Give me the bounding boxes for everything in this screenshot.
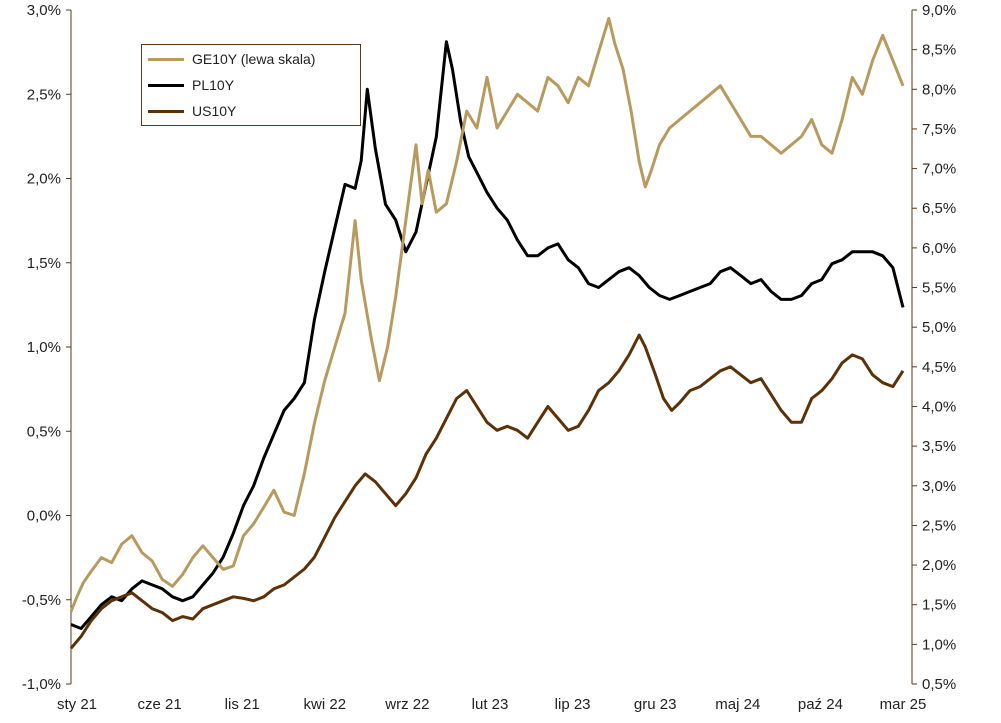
left-tick-label: -0,5% bbox=[22, 592, 61, 609]
left-tick-label: 1,5% bbox=[27, 255, 61, 272]
x-tick-label: lut 23 bbox=[472, 696, 509, 713]
right-tick-label: 6,5% bbox=[922, 200, 956, 217]
right-tick-label: 8,0% bbox=[922, 81, 956, 98]
legend: GE10Y (lewa skala) PL10Y US10Y bbox=[141, 44, 361, 126]
right-tick-label: 3,0% bbox=[922, 478, 956, 495]
series-line-ge10y bbox=[69, 16, 905, 613]
series-layer bbox=[69, 16, 905, 650]
x-tick-label: cze 21 bbox=[137, 696, 181, 713]
legend-item-pl10y: PL10Y bbox=[148, 74, 234, 96]
legend-swatch-us10y bbox=[148, 109, 184, 113]
left-tick-label: 1,0% bbox=[27, 339, 61, 356]
x-tick-label: paź 24 bbox=[798, 696, 843, 713]
legend-label-pl10y: PL10Y bbox=[192, 77, 235, 93]
right-tick-label: 2,0% bbox=[922, 557, 956, 574]
right-tick-label: 1,5% bbox=[922, 597, 956, 614]
left-tick-label: 0,0% bbox=[27, 508, 61, 525]
x-tick-label: mar 25 bbox=[880, 696, 927, 713]
x-tick-label: sty 21 bbox=[57, 696, 97, 713]
left-tick-label: 3,0% bbox=[27, 2, 61, 19]
right-tick-label: 5,0% bbox=[922, 319, 956, 336]
right-tick-label: 0,5% bbox=[922, 676, 956, 693]
left-tick-label: 0,5% bbox=[27, 423, 61, 440]
legend-label-ge10y: GE10Y (lewa skala) bbox=[192, 51, 316, 67]
series-line-us10y bbox=[69, 333, 905, 650]
right-tick-label: 4,5% bbox=[922, 359, 956, 376]
right-tick-label: 6,0% bbox=[922, 240, 956, 257]
right-tick-label: 4,0% bbox=[922, 398, 956, 415]
right-tick-label: 3,5% bbox=[922, 438, 956, 455]
legend-label-us10y: US10Y bbox=[192, 103, 237, 119]
legend-swatch-ge10y bbox=[148, 57, 184, 61]
right-tick-label: 8,5% bbox=[922, 42, 956, 59]
right-tick-label: 1,0% bbox=[922, 636, 956, 653]
x-tick-label: lis 21 bbox=[225, 696, 260, 713]
x-tick-label: lip 23 bbox=[555, 696, 591, 713]
right-tick-label: 5,5% bbox=[922, 280, 956, 297]
legend-item-us10y: US10Y bbox=[148, 100, 236, 122]
x-tick-label: maj 24 bbox=[715, 696, 760, 713]
left-tick-label: 2,0% bbox=[27, 171, 61, 188]
right-tick-label: 9,0% bbox=[922, 2, 956, 19]
x-tick-label: wrz 22 bbox=[384, 696, 429, 713]
left-axis: -1,0% -0,5% 0,0% 0,5% 1,0% 1,5% 2,0% 2,5% 3,0% bbox=[22, 2, 72, 693]
series-line-pl10y bbox=[70, 40, 905, 630]
right-tick-label: 7,5% bbox=[922, 121, 956, 138]
right-tick-label: 2,5% bbox=[922, 517, 956, 534]
left-tick-label: -1,0% bbox=[22, 676, 61, 693]
x-tick-label: kwi 22 bbox=[304, 696, 347, 713]
x-tick-label: gru 23 bbox=[634, 696, 677, 713]
legend-swatch-pl10y bbox=[148, 83, 184, 87]
right-axis: 0,5% 1,0% 1,5% 2,0% 2,5% 3,0% 3,5% 4,0% 4,5% 5,0%… bbox=[911, 2, 956, 693]
left-tick-label: 2,5% bbox=[27, 86, 61, 103]
x-axis: sty 21 cze 21 lis 21 kwi 22 wrz 22 lut 23 lip … bbox=[57, 696, 926, 713]
legend-item-ge10y: GE10Y (lewa skala) bbox=[148, 48, 315, 70]
right-tick-label: 7,0% bbox=[922, 161, 956, 178]
